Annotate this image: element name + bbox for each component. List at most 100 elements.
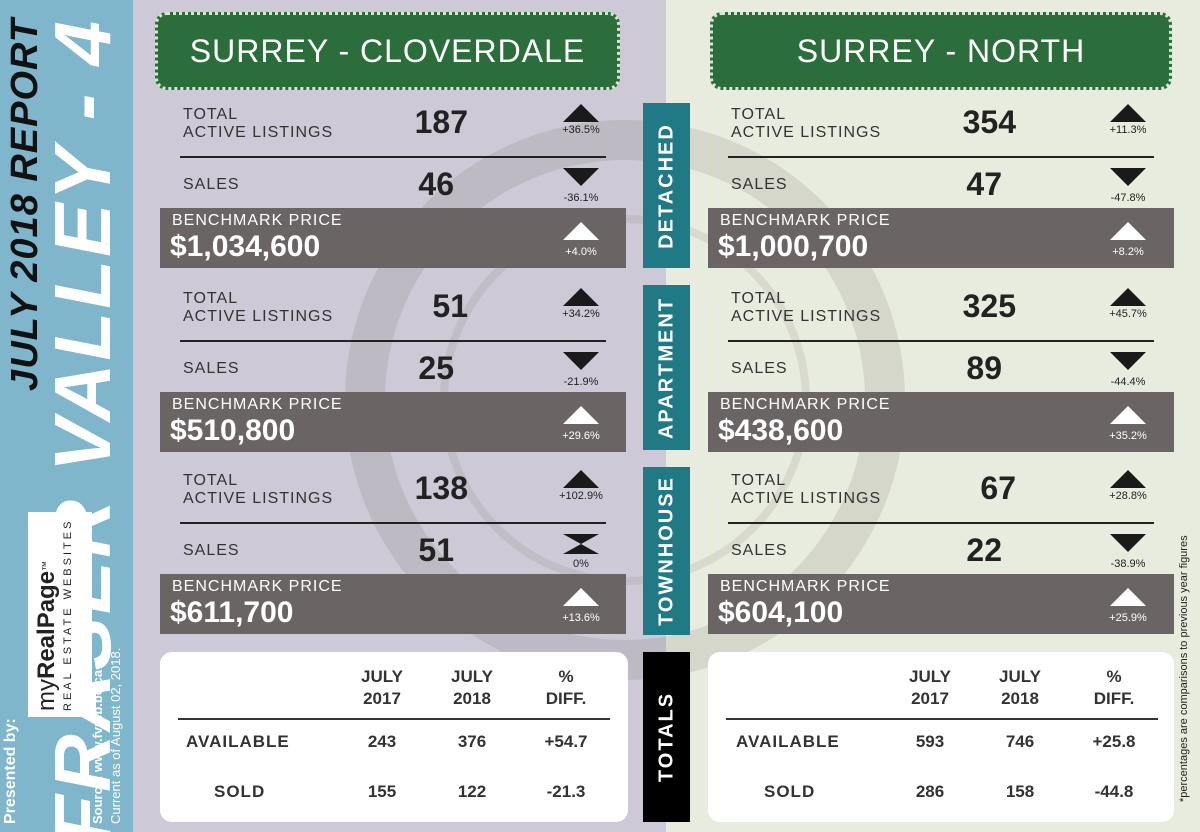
totals-col-diff: % DIFF. (1093, 667, 1135, 708)
left-detached-benchmark-label: BENCHMARK PRICE (172, 212, 343, 229)
right-apartment-benchmark-price: $438,600 (718, 414, 844, 447)
right-detached-listings-triangle-up-icon (1110, 104, 1146, 122)
right-townhouse-benchmark-label: BENCHMARK PRICE (720, 578, 891, 595)
left-townhouse-sales-pct: 0% (573, 558, 589, 570)
presented-by-block: Presented by: myRealPage™ REAL ESTATE WE… (0, 0, 133, 832)
totals-col-diff: % DIFF. (545, 667, 587, 708)
logo-tm: ™ (41, 560, 52, 571)
totals-available-2018: 376 (457, 732, 487, 751)
totals-sold-label: SOLD (764, 782, 816, 801)
totals-available-diff: +54.7 (544, 732, 588, 751)
left-detached-sales-triangle-down-icon (563, 168, 599, 186)
left-apartment-divider (180, 340, 606, 342)
left-townhouse-active-listings-label: ACTIVE LISTINGS (183, 490, 334, 507)
right-detached-active-listings-label: ACTIVE LISTINGS (731, 124, 882, 141)
right-townhouse-total-label: TOTAL (731, 472, 787, 489)
right-apartment-divider (728, 340, 1154, 342)
left-townhouse-listings-value: 138 (414, 470, 468, 506)
left-detached-price-triangle-up-icon (563, 222, 599, 240)
source-text: Source: www.fvreb.bc.ca (90, 669, 105, 824)
right-totals-card: JULY 2017 JULY 2018 % DIFF. AVAILABLE 593 7… (708, 652, 1174, 822)
left-townhouse-sales-label: SALES (183, 542, 240, 559)
left-apartment-benchmark-pct: +29.6% (562, 430, 600, 442)
right-apartment-sales-value: 89 (966, 350, 1002, 386)
myrealpage-logo: myRealPage™ REAL ESTATE WEBSITES (28, 512, 92, 717)
right-detached-benchmark-bar: BENCHMARK PRICE $1,000,700 +8.2% (708, 208, 1174, 268)
right-townhouse-sales-label: SALES (731, 542, 788, 559)
tab-apartment-label: APARTMENT (655, 296, 677, 439)
left-detached-total-label: TOTAL (183, 106, 239, 123)
footnote: *percentages are comparisons to previous… (1178, 535, 1190, 802)
right-detached-divider (728, 156, 1154, 158)
tab-apartment: APARTMENT (643, 285, 690, 450)
left-detached-divider (180, 156, 606, 158)
logo-my: my (33, 679, 60, 711)
totals-sold-2018: 158 (1005, 782, 1035, 801)
left-apartment-price-triangle-up-icon (563, 406, 599, 424)
right-apartment-listings-value: 325 (962, 288, 1016, 324)
sidebar: JULY 2018 REPORT FRASER VALLEY - 4 Prese… (0, 0, 133, 832)
left-townhouse-total-label: TOTAL (183, 472, 239, 489)
right-townhouse-divider (728, 522, 1154, 524)
tab-townhouse: TOWNHOUSE (643, 467, 690, 635)
left-apartment-listings-triangle-up-icon (563, 288, 599, 306)
right-detached-sales-triangle-down-icon (1110, 168, 1146, 186)
right-detached-sales-label: SALES (731, 176, 788, 193)
totals-available-label: AVAILABLE (736, 732, 840, 751)
left-townhouse-sales-hourglass-flat-icon (563, 534, 599, 554)
tab-totals-label: TOTALS (655, 691, 677, 783)
left-detached-sales-label: SALES (183, 176, 240, 193)
right-townhouse-benchmark-price: $604,100 (718, 596, 844, 629)
presented-by-label: Presented by: (2, 718, 19, 824)
right-detached-sales-value: 47 (966, 166, 1002, 202)
right-detached-listings-value: 354 (962, 104, 1016, 140)
totals-sold-diff: -44.8 (1094, 782, 1134, 801)
left-apartment-active-listings-label: ACTIVE LISTINGS (183, 308, 334, 325)
left-totals-card: JULY 2017 JULY 2018 % DIFF. AVAILABLE 243 3… (160, 652, 628, 822)
left-apartment-benchmark-price: $510,800 (170, 414, 296, 447)
totals-sold-2017: 155 (367, 782, 397, 801)
totals-divider (726, 718, 1158, 720)
right-detached-price-triangle-up-icon (1110, 222, 1146, 240)
right-apartment-sales-pct: -44.4% (1110, 376, 1146, 388)
left-detached-listings-pct: +36.5% (562, 124, 600, 136)
right-townhouse-active-listings-label: ACTIVE LISTINGS (731, 490, 882, 507)
right-detached-benchmark-pct: +8.2% (1112, 246, 1144, 258)
right-detached-total-label: TOTAL (731, 106, 787, 123)
left-detached-benchmark-bar: BENCHMARK PRICE $1,034,600 +4.0% (160, 208, 626, 268)
left-townhouse-divider (180, 522, 606, 524)
left-area-header: SURREY - CLOVERDALE (155, 12, 620, 90)
left-apartment-listings-value: 51 (432, 288, 468, 324)
right-townhouse-listings-pct: +28.8% (1109, 490, 1147, 502)
tab-townhouse-label: TOWNHOUSE (655, 476, 677, 626)
totals-available-diff: +25.8 (1092, 732, 1136, 751)
right-detached-benchmark-price: $1,000,700 (718, 230, 869, 263)
right-townhouse-sales-value: 22 (966, 532, 1002, 568)
totals-sold-2017: 286 (915, 782, 945, 801)
left-detached-active-listings-label: ACTIVE LISTINGS (183, 124, 334, 141)
left-apartment-sales-pct: -21.9% (563, 376, 599, 388)
left-apartment-listings-pct: +34.2% (562, 308, 600, 320)
right-townhouse-benchmark-bar: BENCHMARK PRICE $604,100 +25.9% (708, 574, 1174, 634)
left-apartment-sales-label: SALES (183, 360, 240, 377)
left-townhouse-benchmark-price: $611,700 (170, 596, 294, 629)
right-apartment-listings-triangle-up-icon (1110, 288, 1146, 306)
right-apartment-total-label: TOTAL (731, 290, 787, 307)
right-townhouse-sales-triangle-down-icon (1110, 534, 1146, 552)
left-apartment-sales-triangle-down-icon (563, 352, 599, 370)
right-apartment-active-listings-label: ACTIVE LISTINGS (731, 308, 882, 325)
left-townhouse-price-triangle-up-icon (563, 588, 599, 606)
tab-totals: TOTALS (643, 652, 690, 822)
right-townhouse-benchmark-pct: +25.9% (1109, 612, 1147, 624)
totals-col-july-2017: JULY 2017 (361, 667, 403, 708)
current-as-of: Current as of August 02, 2018. (108, 647, 123, 824)
totals-sold-2018: 122 (457, 782, 487, 801)
left-detached-benchmark-pct: +4.0% (565, 246, 597, 258)
right-detached-sales-pct: -47.8% (1110, 192, 1146, 204)
right-townhouse-price-triangle-up-icon (1110, 588, 1146, 606)
totals-col-july-2018: JULY 2018 (999, 667, 1041, 708)
totals-available-2017: 243 (367, 732, 397, 751)
right-apartment-benchmark-label: BENCHMARK PRICE (720, 396, 891, 413)
left-apartment-total-label: TOTAL (183, 290, 239, 307)
right-apartment-benchmark-bar: BENCHMARK PRICE $438,600 +35.2% (708, 392, 1174, 452)
